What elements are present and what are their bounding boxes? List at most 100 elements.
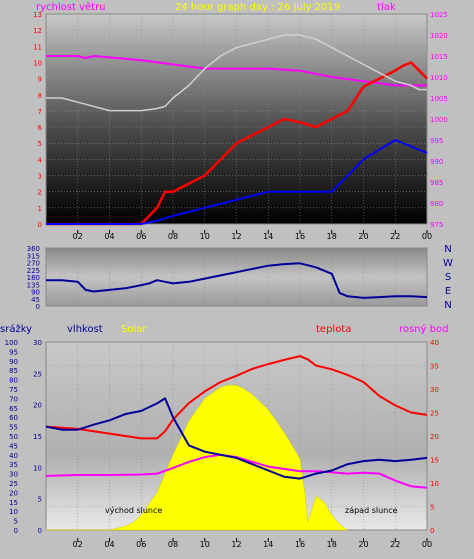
- solar-series: [46, 384, 349, 531]
- y-tick-label: 40: [430, 339, 439, 347]
- y-tick-label: 10: [430, 480, 439, 488]
- y-tick-label: 1025: [430, 11, 448, 19]
- sunset-label: západ slunce: [345, 506, 398, 515]
- wind-speed-label: rychlost větru: [36, 1, 106, 13]
- y-tick-label: 1005: [430, 95, 448, 103]
- temperature-axis: 0 5 10 15 20 25 30 35 40: [430, 339, 439, 535]
- wind-direction-grid: [46, 248, 427, 306]
- y-tick-label: 995: [430, 137, 443, 145]
- x-tick-label: 14: [263, 232, 273, 241]
- x-tick-label: 08: [168, 540, 178, 549]
- compass-label: S: [445, 272, 451, 283]
- wind-pressure-x-axis: 02 04 06 08 10 12 14 16 18 20 22 00: [73, 230, 432, 241]
- y-tick-label: 2: [38, 189, 42, 197]
- y-tick-label: 5: [38, 140, 42, 148]
- y-tick-label: 0: [38, 527, 42, 535]
- y-tick-label: 5: [38, 496, 42, 504]
- x-tick-label: 02: [73, 232, 83, 241]
- y-tick-label: 70: [9, 395, 18, 403]
- y-tick-label: 9: [38, 76, 42, 84]
- wind-direction-series: [46, 262, 428, 299]
- y-tick-label: 85: [9, 367, 18, 375]
- y-tick-label: 25: [9, 480, 18, 488]
- y-tick-label: 25: [33, 370, 42, 378]
- rosny-bod-label: rosný bod: [399, 323, 448, 335]
- x-tick-label: 14: [263, 540, 273, 549]
- y-tick-label: 360: [27, 245, 40, 253]
- y-tick-label: 30: [430, 386, 439, 394]
- x-tick-label: 04: [104, 540, 114, 549]
- y-tick-label: 315: [27, 252, 40, 260]
- y-tick-label: 180: [27, 274, 40, 282]
- y-tick-label: 15: [33, 433, 42, 441]
- y-tick-label: 65: [9, 405, 18, 413]
- x-tick-label: 18: [327, 540, 337, 549]
- y-tick-label: 35: [9, 461, 18, 469]
- temperature-series: [45, 355, 428, 489]
- pressure-series-line: [46, 55, 427, 87]
- y-tick-label: 15: [9, 499, 18, 507]
- temperature-grid: [46, 342, 427, 530]
- y-tick-label: 45: [31, 296, 40, 304]
- y-tick-label: 5: [430, 504, 434, 512]
- y-tick-label: 8: [38, 92, 42, 100]
- vlhkost-label: vlhkost: [67, 324, 103, 335]
- y-tick-label: 45: [9, 442, 18, 450]
- y-tick-label: 40: [9, 452, 18, 460]
- compass-label: W: [443, 258, 453, 269]
- y-tick-label: 90: [9, 358, 18, 366]
- y-tick-label: 1015: [430, 53, 448, 61]
- y-tick-label: 20: [33, 402, 42, 410]
- x-tick-label: 12: [231, 540, 241, 549]
- srazky-label: srážky: [0, 323, 32, 335]
- y-tick-label: 95: [9, 348, 18, 356]
- pressure-label: tlak: [377, 2, 396, 13]
- y-tick-label: 3: [38, 173, 42, 181]
- teplota-label: teplota: [316, 324, 351, 335]
- temperature-line: [45, 355, 428, 440]
- y-tick-label: 20: [9, 489, 18, 497]
- humidity-line: [45, 397, 428, 480]
- y-tick-label: 7: [38, 108, 42, 116]
- y-tick-label: 30: [33, 339, 42, 347]
- y-tick-label: 12: [33, 27, 42, 35]
- y-tick-label: 1020: [430, 32, 448, 40]
- x-tick-label: 02: [73, 540, 83, 549]
- y-tick-label: 135: [27, 281, 40, 289]
- y-tick-label: 90: [31, 289, 40, 297]
- y-tick-label: 0: [38, 221, 42, 229]
- x-tick-label: 08: [168, 232, 178, 241]
- y-tick-label: 5: [14, 518, 18, 526]
- y-tick-label: 25: [430, 410, 439, 418]
- vlhkost-axis: 0 5 10 15 20 25 30: [33, 339, 42, 535]
- solar-label: Solar: [121, 324, 147, 335]
- wind-pressure-grid: [46, 13, 427, 225]
- sunrise-label: východ slunce: [105, 506, 162, 515]
- y-tick-label: 50: [9, 433, 18, 441]
- y-tick-label: 0: [14, 527, 18, 535]
- compass-label: N: [444, 244, 451, 255]
- x-tick-label: 22: [390, 232, 400, 241]
- x-tick-label: 10: [200, 232, 210, 241]
- y-tick-label: 35: [430, 363, 439, 371]
- y-tick-label: 0: [430, 527, 434, 535]
- temperature-x-axis: 02 04 06 08 10 12 14 16 18 20 22 00: [73, 538, 432, 549]
- x-tick-label: 06: [136, 232, 146, 241]
- y-tick-label: 225: [27, 267, 40, 275]
- wind-pressure-series: [46, 34, 428, 226]
- wind-average-series-line: [46, 139, 428, 225]
- x-tick-label: 16: [295, 540, 305, 549]
- y-tick-label: 100: [5, 339, 18, 347]
- y-tick-label: 11: [33, 43, 42, 51]
- pressure-axis: 975 980 985 990 995 1000 1005 1010 1015 1020 1025: [430, 11, 448, 229]
- x-tick-label: 20: [358, 232, 368, 241]
- wind-gust-series-line: [46, 61, 428, 226]
- y-tick-label: 15: [430, 457, 439, 465]
- y-tick-label: 13: [33, 11, 42, 19]
